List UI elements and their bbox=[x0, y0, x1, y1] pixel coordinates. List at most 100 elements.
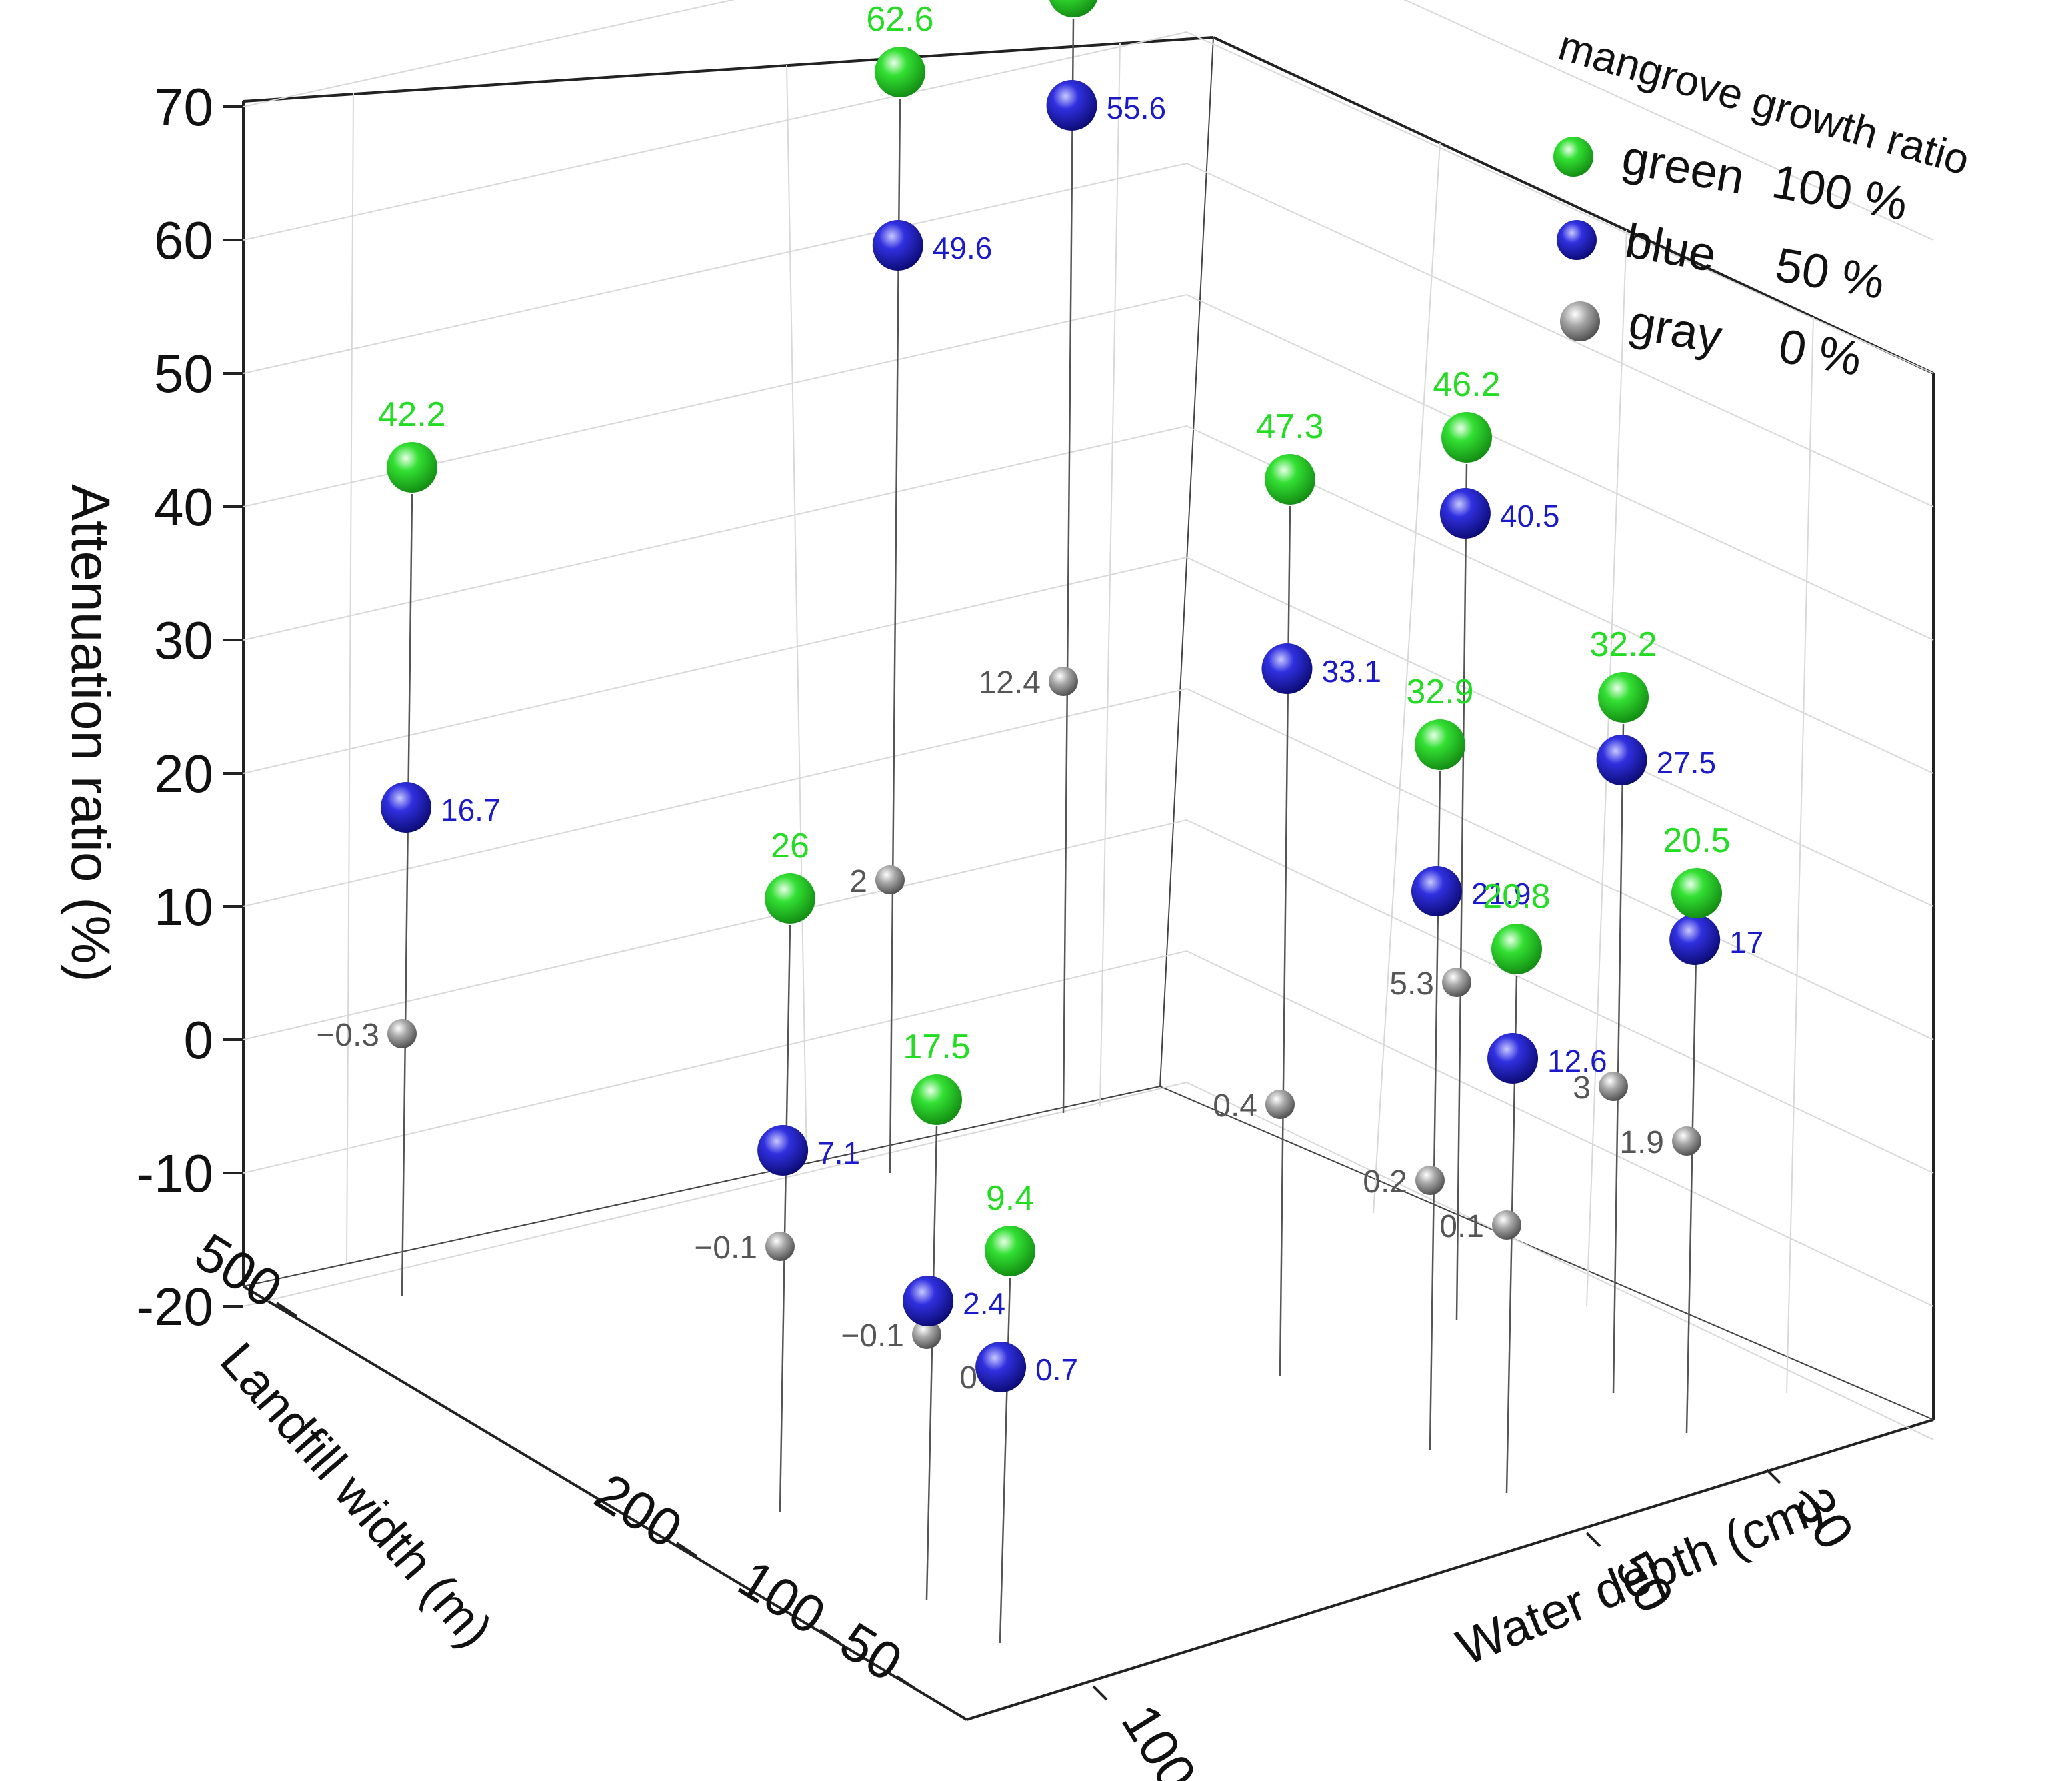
legend-label-blue: blue bbox=[1621, 214, 1720, 282]
data-points bbox=[381, 0, 1722, 1392]
blue-data-label: 55.6 bbox=[1107, 91, 1167, 125]
grid-line bbox=[243, 0, 735, 107]
grid-line bbox=[243, 31, 1187, 241]
green-data-label: 32.9 bbox=[1406, 673, 1473, 711]
gray-data-label: 2 bbox=[849, 864, 867, 899]
z-tick-label: 30 bbox=[154, 611, 213, 670]
green-data-point bbox=[1441, 412, 1492, 463]
gray-data-point bbox=[1415, 1166, 1445, 1195]
blue-data-label: 0.7 bbox=[1035, 1352, 1078, 1387]
grid-lines bbox=[243, 0, 1934, 1440]
green-data-label: 20.5 bbox=[1663, 821, 1730, 860]
green-data-point bbox=[1598, 672, 1649, 723]
green-data-label: 26 bbox=[771, 827, 809, 865]
box-edge bbox=[966, 1418, 1934, 1721]
blue-data-label: 2.4 bbox=[963, 1286, 1005, 1321]
grid-line bbox=[346, 93, 354, 1264]
y-tick-mark bbox=[1585, 1532, 1601, 1548]
z-tick-label: 10 bbox=[154, 877, 213, 936]
gray-data-label: 0 bbox=[959, 1360, 977, 1396]
blue-data-point bbox=[1487, 1033, 1539, 1084]
legend-value-gray: 0 % bbox=[1775, 319, 1865, 386]
legend-title: mangrove growth ratio bbox=[1553, 21, 1975, 184]
box-edge bbox=[1159, 37, 1214, 1087]
gray-data-label: 3 bbox=[1573, 1070, 1591, 1106]
grid-line bbox=[243, 819, 1187, 1040]
drop-line bbox=[1279, 505, 1291, 1377]
z-tick-label: -10 bbox=[136, 1144, 213, 1203]
blue-data-point bbox=[903, 1276, 954, 1326]
green-data-point bbox=[1265, 454, 1315, 505]
legend-marker-green bbox=[1553, 137, 1593, 177]
blue-data-point bbox=[975, 1342, 1027, 1392]
box-edge bbox=[243, 36, 1214, 103]
green-data-point bbox=[1049, 0, 1098, 17]
blue-data-label: 16.7 bbox=[441, 793, 501, 827]
legend-value-green: 100 % bbox=[1768, 155, 1911, 231]
drop-line bbox=[999, 1277, 1011, 1644]
legend-value-blue: 50 % bbox=[1771, 238, 1889, 309]
legend-label-green: green bbox=[1618, 131, 1748, 205]
grid-line bbox=[1186, 294, 1934, 641]
gray-data-point bbox=[875, 865, 905, 894]
green-data-point bbox=[1415, 719, 1465, 770]
gray-data-label: 1.9 bbox=[1619, 1125, 1664, 1160]
gray-data-point bbox=[1442, 968, 1471, 997]
blue-data-label: 27.5 bbox=[1657, 745, 1717, 780]
green-data-label: 17.5 bbox=[903, 1028, 970, 1066]
drop-line bbox=[889, 98, 901, 1174]
gray-data-label: −0.1 bbox=[841, 1318, 904, 1354]
legend-entries: green 100 % blue 50 % gray 0 % bbox=[1553, 131, 1911, 386]
grid-line bbox=[786, 64, 807, 1160]
grid-line bbox=[1373, 143, 1441, 1214]
blue-data-point bbox=[1439, 488, 1491, 539]
blue-data-label: 33.1 bbox=[1321, 654, 1381, 689]
grid-line bbox=[1186, 163, 1934, 507]
gray-data-point bbox=[1492, 1210, 1521, 1240]
gray-data-point bbox=[387, 1019, 417, 1048]
drop-line bbox=[1612, 723, 1625, 1394]
grid-line bbox=[243, 688, 1187, 907]
blue-data-point bbox=[757, 1125, 809, 1176]
grid-line bbox=[1186, 688, 1934, 1040]
grid-line bbox=[243, 557, 1187, 774]
legend-marker-gray bbox=[1560, 301, 1600, 341]
gray-data-label: 0.1 bbox=[1439, 1209, 1484, 1244]
blue-data-label: 12.6 bbox=[1547, 1044, 1607, 1078]
green-data-point bbox=[765, 873, 815, 924]
drop-line bbox=[401, 493, 413, 1297]
green-data-label: 32.2 bbox=[1589, 625, 1657, 664]
blue-data-label: 17 bbox=[1729, 925, 1763, 960]
z-tick-label: 50 bbox=[154, 344, 213, 403]
x-tick-mark bbox=[275, 1302, 298, 1318]
gray-data-label: 5.3 bbox=[1389, 966, 1434, 1002]
blue-data-point bbox=[1596, 735, 1647, 785]
grid-line bbox=[243, 1082, 1187, 1307]
y-tick-mark bbox=[1092, 1685, 1108, 1701]
blue-data-point bbox=[1669, 914, 1721, 965]
drop-line bbox=[779, 924, 791, 1512]
drop-line bbox=[925, 1126, 938, 1600]
y-tick-mark bbox=[1765, 1468, 1781, 1484]
grid-line bbox=[1403, 0, 1934, 241]
grid-line bbox=[1099, 43, 1121, 1107]
grid-line bbox=[243, 163, 1187, 374]
green-data-point bbox=[985, 1226, 1035, 1276]
green-data-point bbox=[911, 1074, 962, 1125]
z-axis-title: Attenuation ratio (%) bbox=[60, 484, 121, 982]
green-data-label: 62.6 bbox=[866, 0, 933, 39]
green-data-point bbox=[1491, 924, 1542, 974]
blue-data-label: 21.9 bbox=[1471, 877, 1531, 911]
back-panels bbox=[243, 37, 1934, 1420]
drop-lines bbox=[401, 18, 1698, 1644]
green-data-point bbox=[387, 442, 437, 493]
grid-line bbox=[243, 425, 1187, 641]
z-tick-label: 40 bbox=[154, 477, 213, 537]
green-data-point bbox=[1671, 868, 1722, 918]
blue-data-point bbox=[1046, 80, 1097, 131]
y-tick-label: 100 bbox=[1111, 1694, 1208, 1781]
blue-data-label: 40.5 bbox=[1500, 499, 1560, 533]
grid-line bbox=[1186, 1082, 1934, 1440]
drop-line bbox=[1685, 919, 1698, 1434]
green-data-label: 46.2 bbox=[1433, 365, 1500, 404]
